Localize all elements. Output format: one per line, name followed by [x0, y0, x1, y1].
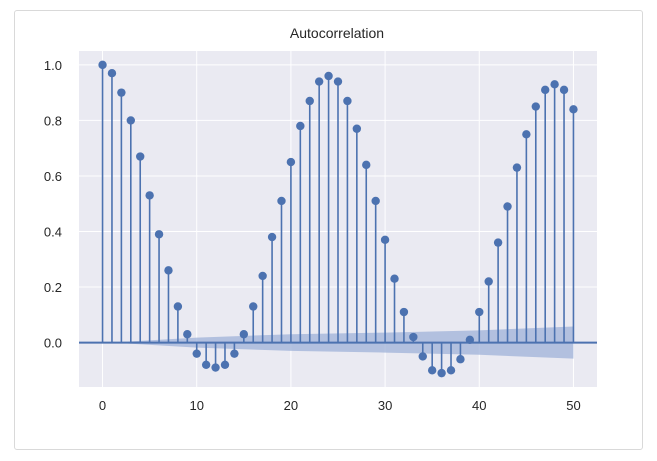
x-tick-label: 30 — [378, 398, 392, 413]
marker-39 — [465, 335, 475, 344]
y-tick-label: 0.2 — [44, 280, 62, 295]
marker-40 — [475, 307, 484, 317]
marker-47 — [541, 85, 550, 95]
marker-22 — [305, 96, 314, 106]
marker-14 — [230, 349, 239, 358]
marker-30 — [380, 235, 390, 245]
y-tick-label: 0.8 — [44, 113, 62, 128]
marker-50 — [569, 105, 578, 114]
marker-32 — [399, 307, 409, 317]
marker-38 — [456, 355, 465, 364]
marker-17 — [258, 271, 267, 281]
marker-36 — [437, 368, 446, 378]
marker-42 — [493, 238, 503, 247]
marker-43 — [503, 202, 512, 211]
marker-45 — [522, 130, 531, 139]
marker-9 — [183, 330, 192, 339]
marker-19 — [277, 196, 286, 206]
marker-12 — [211, 363, 220, 372]
x-tick-label: 20 — [284, 398, 298, 413]
marker-41 — [484, 277, 493, 286]
marker-25 — [333, 77, 343, 86]
marker-24 — [324, 71, 333, 81]
marker-28 — [362, 160, 371, 170]
markers — [98, 60, 578, 378]
marker-29 — [371, 196, 380, 206]
marker-7 — [164, 266, 173, 275]
marker-15 — [239, 330, 249, 339]
marker-21 — [296, 121, 305, 131]
marker-31 — [390, 274, 399, 283]
y-tick-label: 0.6 — [44, 169, 62, 184]
marker-6 — [154, 230, 164, 239]
marker-27 — [352, 124, 362, 133]
x-tick-label: 10 — [189, 398, 203, 413]
marker-13 — [220, 360, 230, 369]
y-tick-labels: 0.0 0.2 0.4 0.6 0.8 1.0 — [44, 58, 62, 351]
marker-49 — [559, 85, 569, 95]
marker-2 — [117, 88, 126, 97]
marker-35 — [427, 366, 437, 375]
marker-34 — [418, 352, 427, 361]
stems — [101, 64, 575, 374]
marker-0 — [98, 60, 107, 70]
marker-10 — [192, 349, 201, 358]
marker-1 — [107, 69, 117, 78]
marker-18 — [267, 232, 277, 242]
marker-26 — [343, 96, 352, 106]
marker-5 — [145, 191, 154, 200]
marker-8 — [173, 302, 183, 311]
marker-37 — [446, 366, 456, 375]
y-tick-label: 0.0 — [44, 336, 62, 351]
chart-title: Autocorrelation — [290, 25, 384, 41]
x-tick-label: 0 — [99, 398, 106, 413]
marker-48 — [550, 80, 559, 89]
x-tick-label: 50 — [566, 398, 580, 413]
y-tick-label: 1.0 — [44, 58, 62, 73]
x-tick-label: 40 — [472, 398, 486, 413]
marker-16 — [249, 302, 258, 311]
marker-3 — [126, 116, 135, 125]
marker-44 — [512, 163, 522, 172]
x-tick-labels: 0 10 20 30 40 50 — [99, 398, 581, 413]
marker-20 — [286, 157, 296, 167]
y-tick-label: 0.4 — [44, 224, 62, 239]
marker-11 — [201, 360, 211, 369]
marker-33 — [409, 332, 418, 342]
marker-46 — [531, 102, 540, 111]
marker-4 — [136, 152, 145, 161]
marker-23 — [314, 77, 324, 86]
